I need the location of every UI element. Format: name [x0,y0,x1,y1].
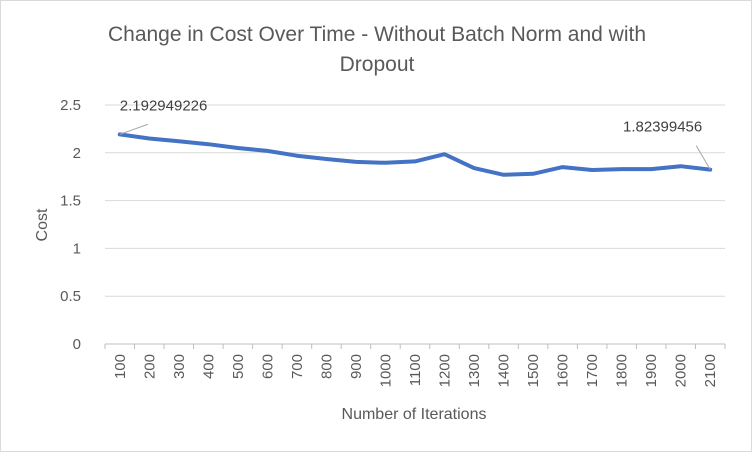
x-tick-label: 900 [348,354,365,379]
y-tick-label: 2 [73,145,81,162]
data-point [620,167,624,171]
data-label: 1.82399456 [623,119,702,136]
data-point [531,172,535,176]
data-point [413,159,417,163]
data-point [679,164,683,168]
y-tick-label: 0 [73,336,81,353]
x-tick-label: 200 [141,354,158,379]
data-point [206,142,210,146]
data-point [472,166,476,170]
x-tick-label: 600 [259,354,276,379]
x-tick-label: 2000 [673,354,690,387]
data-point [354,160,358,164]
y-tick-label: 0.5 [60,288,81,305]
x-tick-label: 1300 [466,354,483,387]
x-tick-label: 100 [112,354,129,379]
data-point [236,146,240,150]
data-point [649,167,653,171]
x-tick-label: 1200 [437,354,454,387]
data-label-leader [695,145,711,170]
data-label-leader [119,123,148,135]
chart-title-line1: Change in Cost Over Time - Without Batch… [108,23,646,46]
data-point [265,149,269,153]
data-point [502,173,506,177]
x-tick-label: 400 [200,354,217,379]
data-label: 2.192949226 [120,97,208,114]
x-axis-label: Number of Iterations [342,406,487,423]
x-tick-label: 1100 [407,354,424,386]
data-point [561,165,565,169]
x-tick-label: 500 [230,354,247,379]
data-point [443,152,447,156]
y-tick-label: 2.5 [60,97,81,114]
chart-title-line2: Dropout [340,53,415,76]
x-tick-label: 1900 [643,354,660,387]
data-point [295,154,299,158]
y-tick-label: 1 [73,240,81,257]
data-point [177,139,181,143]
x-tick-label: 1500 [525,354,542,387]
data-point [383,161,387,165]
x-tick-label: 700 [289,354,306,379]
x-tick-label: 2100 [702,354,719,387]
x-tick-label: 1000 [377,354,394,387]
x-tick-label: 300 [171,354,188,379]
x-tick-label: 800 [318,354,335,379]
x-tick-label: 1800 [614,354,631,387]
data-point [324,157,328,161]
x-tick-label: 1700 [584,354,601,387]
data-point [590,168,594,172]
x-tick-label: 1400 [496,354,513,387]
data-point [147,136,151,140]
y-axis-label: Cost [34,208,51,241]
y-tick-label: 1.5 [60,193,81,210]
x-tick-label: 1600 [555,354,572,387]
